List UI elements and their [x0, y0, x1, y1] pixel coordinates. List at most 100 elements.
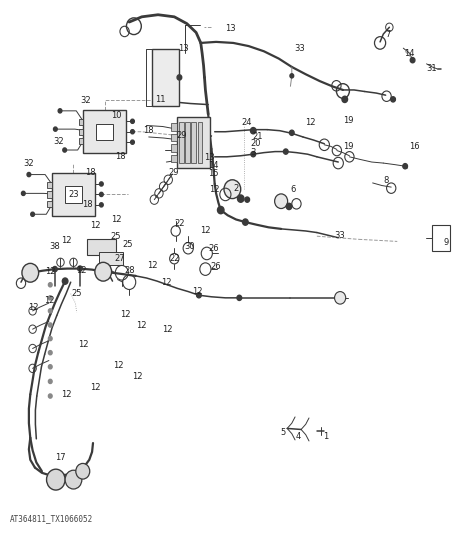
Circle shape	[403, 164, 408, 169]
Text: 13: 13	[225, 25, 236, 34]
Circle shape	[283, 149, 288, 154]
Text: 12: 12	[61, 236, 72, 245]
Text: 17: 17	[55, 453, 66, 462]
Circle shape	[58, 109, 62, 113]
Bar	[87, 239, 116, 255]
Circle shape	[197, 293, 201, 298]
Text: 1: 1	[323, 432, 328, 441]
Circle shape	[290, 74, 294, 78]
Text: 11: 11	[155, 95, 165, 104]
Text: 31: 31	[427, 63, 438, 72]
Text: 26: 26	[209, 244, 219, 253]
Text: 12: 12	[161, 278, 172, 287]
Circle shape	[27, 173, 31, 176]
Bar	[47, 182, 52, 188]
Text: 12: 12	[113, 361, 124, 370]
Text: 13: 13	[204, 154, 214, 163]
Circle shape	[274, 194, 288, 208]
Circle shape	[48, 394, 52, 398]
Circle shape	[63, 278, 68, 284]
Text: 38: 38	[50, 242, 60, 251]
Text: 26: 26	[211, 262, 221, 271]
Circle shape	[48, 282, 52, 287]
Text: 12: 12	[45, 267, 55, 276]
Circle shape	[342, 96, 347, 102]
Text: 25: 25	[123, 240, 133, 249]
Text: 28: 28	[125, 266, 136, 275]
Text: 13: 13	[178, 44, 189, 53]
Circle shape	[250, 127, 256, 134]
Text: 12: 12	[162, 325, 173, 334]
Bar	[99, 253, 123, 265]
Circle shape	[65, 470, 82, 489]
Circle shape	[290, 130, 294, 135]
Text: 12: 12	[192, 287, 203, 296]
Circle shape	[53, 266, 57, 272]
Text: 7: 7	[385, 29, 391, 38]
Text: 12: 12	[132, 372, 142, 381]
Circle shape	[177, 75, 182, 80]
Text: 9: 9	[443, 238, 449, 247]
Bar	[152, 49, 179, 106]
Bar	[179, 123, 184, 163]
Bar	[171, 144, 177, 151]
Circle shape	[48, 379, 52, 384]
Text: 27: 27	[115, 254, 125, 263]
Text: 12: 12	[76, 266, 87, 275]
Text: 22: 22	[169, 254, 180, 263]
Circle shape	[237, 295, 242, 301]
Bar	[47, 201, 52, 207]
Text: 33: 33	[294, 44, 305, 53]
Circle shape	[48, 336, 52, 341]
Circle shape	[48, 296, 52, 300]
Text: 12: 12	[90, 383, 100, 392]
Text: 16: 16	[409, 142, 420, 151]
Bar	[83, 110, 126, 153]
Bar	[171, 155, 177, 162]
Circle shape	[100, 192, 103, 197]
Circle shape	[76, 463, 90, 479]
Text: 4: 4	[296, 432, 301, 441]
Circle shape	[335, 292, 346, 304]
Circle shape	[54, 127, 57, 131]
Circle shape	[31, 212, 35, 216]
Text: 32: 32	[53, 136, 64, 146]
Text: 15: 15	[209, 169, 219, 178]
Text: 12: 12	[210, 185, 220, 193]
Text: 8: 8	[383, 176, 388, 185]
Bar	[171, 134, 177, 141]
Circle shape	[21, 191, 25, 196]
Text: AT364811_TX1066052: AT364811_TX1066052	[9, 514, 92, 523]
Text: 22: 22	[174, 219, 185, 228]
Text: 5: 5	[280, 428, 285, 437]
Text: 19: 19	[343, 142, 354, 151]
Text: 12: 12	[79, 341, 89, 349]
Bar	[79, 138, 83, 144]
Bar	[191, 123, 196, 163]
Text: 14: 14	[208, 161, 218, 170]
Text: 18: 18	[144, 126, 154, 135]
Text: 12: 12	[90, 221, 100, 230]
Text: 12: 12	[147, 261, 158, 270]
Circle shape	[410, 58, 415, 63]
Text: 12: 12	[305, 118, 316, 127]
Text: 32: 32	[81, 96, 91, 105]
Text: 18: 18	[115, 152, 125, 161]
Text: 25: 25	[110, 232, 120, 241]
Text: 20: 20	[250, 139, 261, 148]
Text: 32: 32	[24, 159, 34, 167]
Circle shape	[95, 262, 111, 281]
Circle shape	[48, 365, 52, 369]
Text: 21: 21	[253, 133, 263, 141]
Text: 24: 24	[241, 118, 252, 127]
Circle shape	[243, 219, 248, 225]
Text: 30: 30	[184, 242, 194, 251]
Circle shape	[22, 263, 39, 282]
Text: 18: 18	[85, 168, 96, 177]
Text: 29: 29	[168, 168, 179, 177]
Text: 12: 12	[44, 296, 54, 305]
Bar	[432, 225, 450, 251]
Bar	[79, 128, 83, 135]
Circle shape	[251, 151, 255, 157]
Circle shape	[131, 140, 134, 144]
